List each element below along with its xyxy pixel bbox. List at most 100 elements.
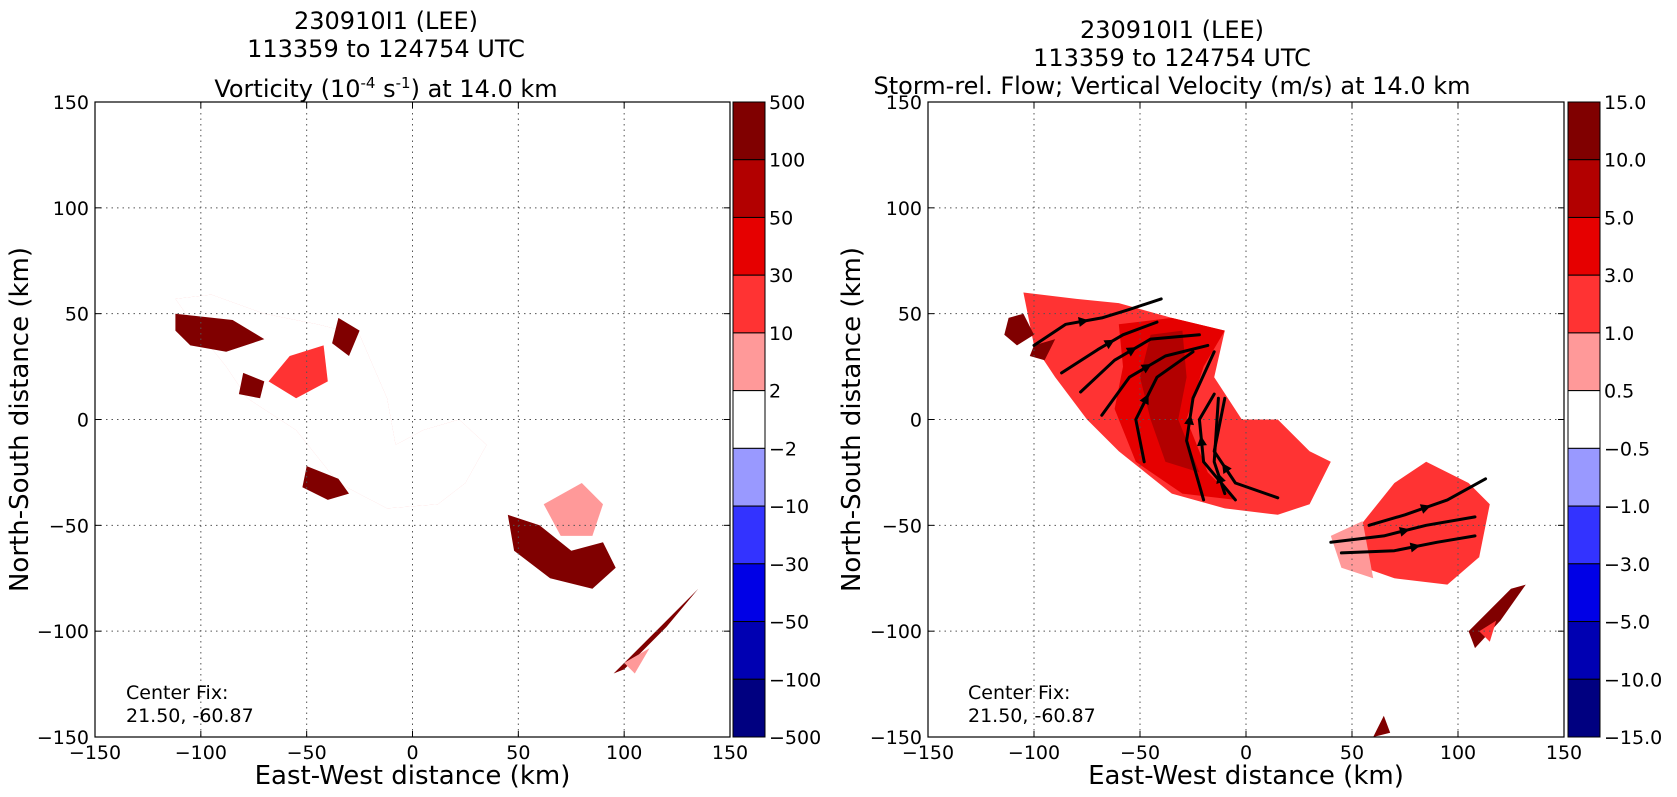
colorbar-band (1567, 621, 1601, 680)
colorbar-band (1567, 274, 1601, 334)
colorbar-band (732, 390, 766, 449)
axis-ticks: −150 −100 −50 0 50 100 150 −150 −100 −50 0 50 100 150 (37, 92, 748, 764)
x-tick-label: 100 (606, 742, 642, 764)
streamline-arrow-11 (1419, 504, 1431, 514)
vorticity-chart: −150 −100 −50 0 50 100 150−150−100−50050100150… (5, 92, 821, 791)
colorbar-band (1567, 332, 1601, 392)
colorbar-band (1567, 563, 1601, 623)
field-region-3 (1004, 313, 1034, 346)
y-tick-label: 150 (53, 92, 89, 114)
colorbar-tick-label: 10 (769, 323, 793, 345)
field-region-5 (1352, 461, 1490, 585)
colorbar-band (732, 505, 766, 565)
colorbar-tick-label: −10.0 (1604, 669, 1662, 691)
streamline-arrow-3 (1140, 364, 1152, 374)
streamline-7 (1212, 396, 1227, 496)
colorbar-tick-label: 15.0 (1604, 92, 1646, 114)
colorbar-band (732, 678, 766, 738)
y-axis-label: North-South distance (km) (837, 247, 867, 592)
y-tick-label: 100 (886, 198, 922, 220)
center-fix-value: 21.50, -60.87 (968, 705, 1096, 727)
colorbar-band (732, 621, 766, 680)
colorbar-band (732, 563, 766, 623)
x-tick-label: 0 (1240, 742, 1252, 764)
streamline-arrow-0 (1078, 317, 1089, 327)
y-tick-label: −50 (49, 515, 89, 537)
x-axis-label: East-West distance (km) (1088, 761, 1404, 791)
streamline-arrow-10 (1409, 542, 1421, 553)
field-region-1 (175, 294, 487, 509)
colorbar-tick-label: 30 (769, 265, 793, 287)
y-tick-label: −100 (870, 621, 922, 643)
streamline-arrow-9 (1398, 526, 1410, 537)
y-tick-label: 100 (53, 198, 89, 220)
field-region-8 (302, 466, 349, 500)
chart-title-line3: Storm-rel. Flow; Vertical Velocity (m/s)… (873, 72, 1471, 100)
field-region-7 (624, 648, 650, 674)
colorbar-tick-label: 0.5 (1604, 381, 1634, 403)
colorbar-tick-label: −1.0 (1604, 496, 1650, 518)
colorbar-tick-label: 3.0 (1604, 265, 1634, 287)
y-tick-label: 150 (886, 92, 922, 114)
colorbar-tick-label: −10 (769, 496, 809, 518)
streamline-arrow-7 (1216, 472, 1226, 485)
field-regions (175, 294, 699, 674)
colorbar-band (1567, 447, 1601, 507)
field-region-12 (395, 339, 413, 354)
chart-title-line3: Vorticity (10-4 s-1) at 14.0 km (214, 74, 558, 103)
velocity-chart-title: 230910I1 (LEE) 113359 to 124754 UTC Stor… (872, 16, 1472, 100)
colorbar-tick-label: 500 (769, 92, 805, 114)
chart-title-line2: 113359 to 124754 UTC (247, 35, 525, 63)
x-tick-label: −150 (69, 742, 121, 764)
vorticity-chart-title: 230910I1 (LEE) 113359 to 124754 UTC Vort… (86, 7, 686, 103)
colorbar-tick-label: −0.5 (1604, 438, 1650, 460)
field-region-10 (268, 345, 328, 399)
colorbar-band (1567, 505, 1601, 565)
streamline-arrow-8 (1222, 462, 1232, 475)
y-tick-label: 0 (77, 410, 89, 432)
x-axis-label: East-West distance (km) (255, 761, 571, 791)
colorbar-tick-label: −500 (769, 727, 821, 749)
colorbar-band (1567, 390, 1601, 449)
x-tick-label: 50 (506, 742, 530, 764)
center-fix-label: Center Fix: (126, 682, 228, 704)
chart-title-line1: 230910I1 (LEE) (1079, 16, 1265, 44)
vorticity-panel: 230910I1 (LEE) 113359 to 124754 UTC Vort… (0, 0, 838, 797)
colorbar: 500 100 50 30 10 2 −2 −10 −30 −50 −100 −500 (732, 92, 821, 749)
field-region-2 (1140, 330, 1200, 473)
colorbar-band (732, 274, 766, 334)
colorbar-band (1567, 216, 1601, 276)
streamline-arrow-2 (1125, 347, 1137, 357)
streamline-arrow-6 (1197, 435, 1207, 447)
colorbar-tick-label: −30 (769, 554, 809, 576)
x-tick-label: −50 (287, 742, 327, 764)
colorbar-band (1567, 678, 1601, 738)
colorbar-band (732, 159, 766, 218)
x-tick-label: −100 (175, 742, 227, 764)
x-tick-label: 0 (406, 742, 418, 764)
y-tick-label: −50 (882, 515, 922, 537)
colorbar-band (1567, 159, 1601, 218)
x-tick-label: −50 (1120, 742, 1160, 764)
grid-lines (928, 102, 1564, 737)
y-tick-label: −150 (37, 727, 89, 749)
colorbar-tick-label: 5.0 (1604, 207, 1634, 229)
field-region-6 (1330, 521, 1374, 579)
axis-ticks: −150 −100 −50 0 50 100 150 −150 −100 −50 0 50 100 150 (870, 92, 1582, 764)
field-region-8 (1373, 715, 1391, 737)
x-tick-label: 50 (1340, 742, 1364, 764)
x-tick-label: −150 (902, 742, 954, 764)
field-region-11 (332, 317, 360, 356)
grid-lines (95, 102, 730, 737)
colorbar-band (732, 447, 766, 507)
y-tick-label: 50 (898, 304, 922, 326)
x-tick-label: −100 (1008, 742, 1060, 764)
x-tick-label: 150 (712, 742, 748, 764)
field-region-9 (238, 372, 265, 399)
vertical-velocity-chart: −150 −100 −50 0 50 100 150 −150 −100 −50 0 50 100 150… (837, 92, 1662, 791)
streamlines (1032, 297, 1488, 555)
y-tick-label: −150 (870, 727, 922, 749)
streamline-0 (1032, 297, 1163, 347)
streamline-arrow-4 (1139, 393, 1149, 406)
y-axis-label: North-South distance (km) (5, 247, 35, 592)
